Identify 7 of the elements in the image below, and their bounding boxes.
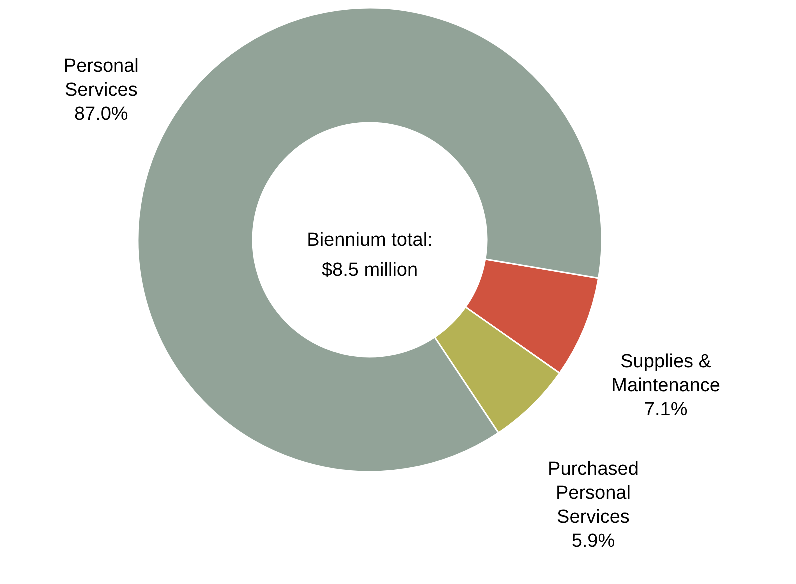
- data-label: 5.9%: [572, 531, 616, 552]
- slice-label: Supplies & Maintenance: [612, 351, 720, 396]
- slice-label: Purchased Personal Services: [548, 459, 639, 528]
- text: Biennium total: $8.5 million: [307, 230, 433, 281]
- slice-label: Personal Services: [64, 56, 139, 102]
- data-label: 87.0%: [74, 104, 128, 126]
- data-label: 7.1%: [644, 399, 688, 420]
